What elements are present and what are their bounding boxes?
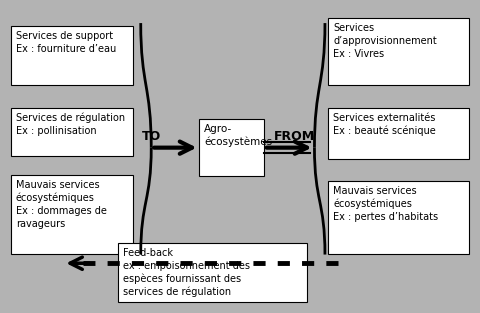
Text: FROM: FROM [274, 130, 315, 143]
Text: Agro-
écosystèmes: Agro- écosystèmes [204, 124, 272, 147]
Text: Mauvais services
écosystémiques
Ex : pertes d’habitats: Mauvais services écosystémiques Ex : per… [333, 186, 438, 222]
FancyBboxPatch shape [328, 18, 469, 85]
FancyBboxPatch shape [328, 108, 469, 159]
Text: Feed-back
ex : empoisonnement des
espèces fournissant des
services de régulation: Feed-back ex : empoisonnement des espèce… [123, 248, 250, 297]
Text: Services externalités
Ex : beauté scénique: Services externalités Ex : beauté scéniq… [333, 113, 436, 136]
Text: Services de support
Ex : fourniture d’eau: Services de support Ex : fourniture d’ea… [16, 31, 116, 54]
FancyBboxPatch shape [11, 175, 132, 254]
FancyBboxPatch shape [11, 26, 132, 85]
Text: TO: TO [142, 130, 161, 143]
FancyBboxPatch shape [118, 243, 307, 302]
FancyBboxPatch shape [11, 108, 132, 156]
FancyBboxPatch shape [328, 181, 469, 254]
Text: Services
d’approvisionnement
Ex : Vivres: Services d’approvisionnement Ex : Vivres [333, 23, 437, 59]
FancyBboxPatch shape [199, 119, 264, 177]
Text: Mauvais services
écosystémiques
Ex : dommages de
ravageurs: Mauvais services écosystémiques Ex : dom… [16, 180, 107, 228]
Text: Services de régulation
Ex : pollinisation: Services de régulation Ex : pollinisatio… [16, 113, 125, 136]
